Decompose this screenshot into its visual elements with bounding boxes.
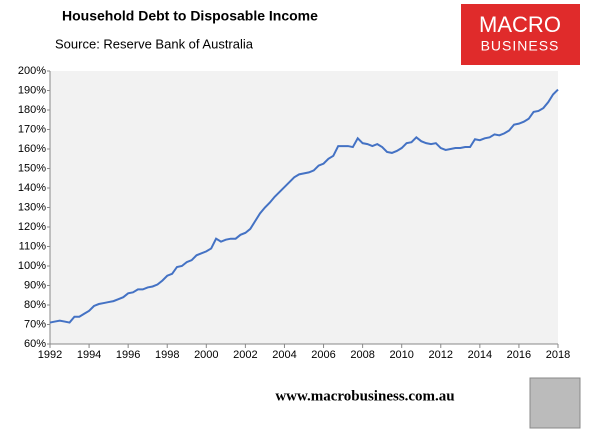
- y-tick-label: 150%: [18, 162, 46, 174]
- x-tick-label: 1996: [116, 349, 140, 361]
- y-tick-label: 140%: [18, 182, 46, 194]
- x-tick-label: 2004: [272, 349, 296, 361]
- y-tick-label: 110%: [19, 240, 47, 252]
- x-tick-label: 1994: [77, 349, 101, 361]
- logo-text: MACRO: [479, 12, 561, 37]
- y-tick-label: 180%: [18, 104, 46, 116]
- x-tick-label: 1992: [38, 349, 62, 361]
- y-tick-label: 130%: [18, 201, 46, 213]
- y-tick-label: 100%: [18, 260, 46, 272]
- x-tick-label: 2018: [546, 349, 570, 361]
- logo-box: [461, 4, 580, 65]
- x-tick-label: 2006: [311, 349, 335, 361]
- x-tick-label: 2008: [350, 349, 374, 361]
- logo-text: BUSINESS: [481, 38, 560, 54]
- plot-area: [50, 71, 558, 344]
- y-tick-label: 80%: [24, 299, 46, 311]
- y-tick-label: 190%: [18, 84, 46, 96]
- y-tick-label: 70%: [24, 318, 46, 330]
- y-tick-label: 120%: [18, 221, 46, 233]
- y-tick-label: 60%: [24, 338, 46, 350]
- y-tick-label: 200%: [18, 65, 46, 77]
- x-tick-label: 1998: [155, 349, 179, 361]
- x-tick-label: 2000: [194, 349, 218, 361]
- x-tick-label: 2016: [507, 349, 531, 361]
- x-tick-label: 2010: [389, 349, 413, 361]
- x-tick-label: 2012: [429, 349, 453, 361]
- y-tick-label: 170%: [18, 123, 46, 135]
- chart-title: Household Debt to Disposable Income: [62, 8, 318, 24]
- y-tick-label: 160%: [18, 143, 46, 155]
- y-tick-label: 90%: [24, 279, 46, 291]
- data-line: [49, 88, 559, 324]
- x-tick-label: 2014: [468, 349, 492, 361]
- chart-subtitle: Source: Reserve Bank of Australia: [55, 36, 254, 51]
- wolf-icon: [529, 377, 581, 429]
- footer: www.macrobusiness.com.au: [275, 388, 454, 404]
- x-tick-label: 2002: [233, 349, 257, 361]
